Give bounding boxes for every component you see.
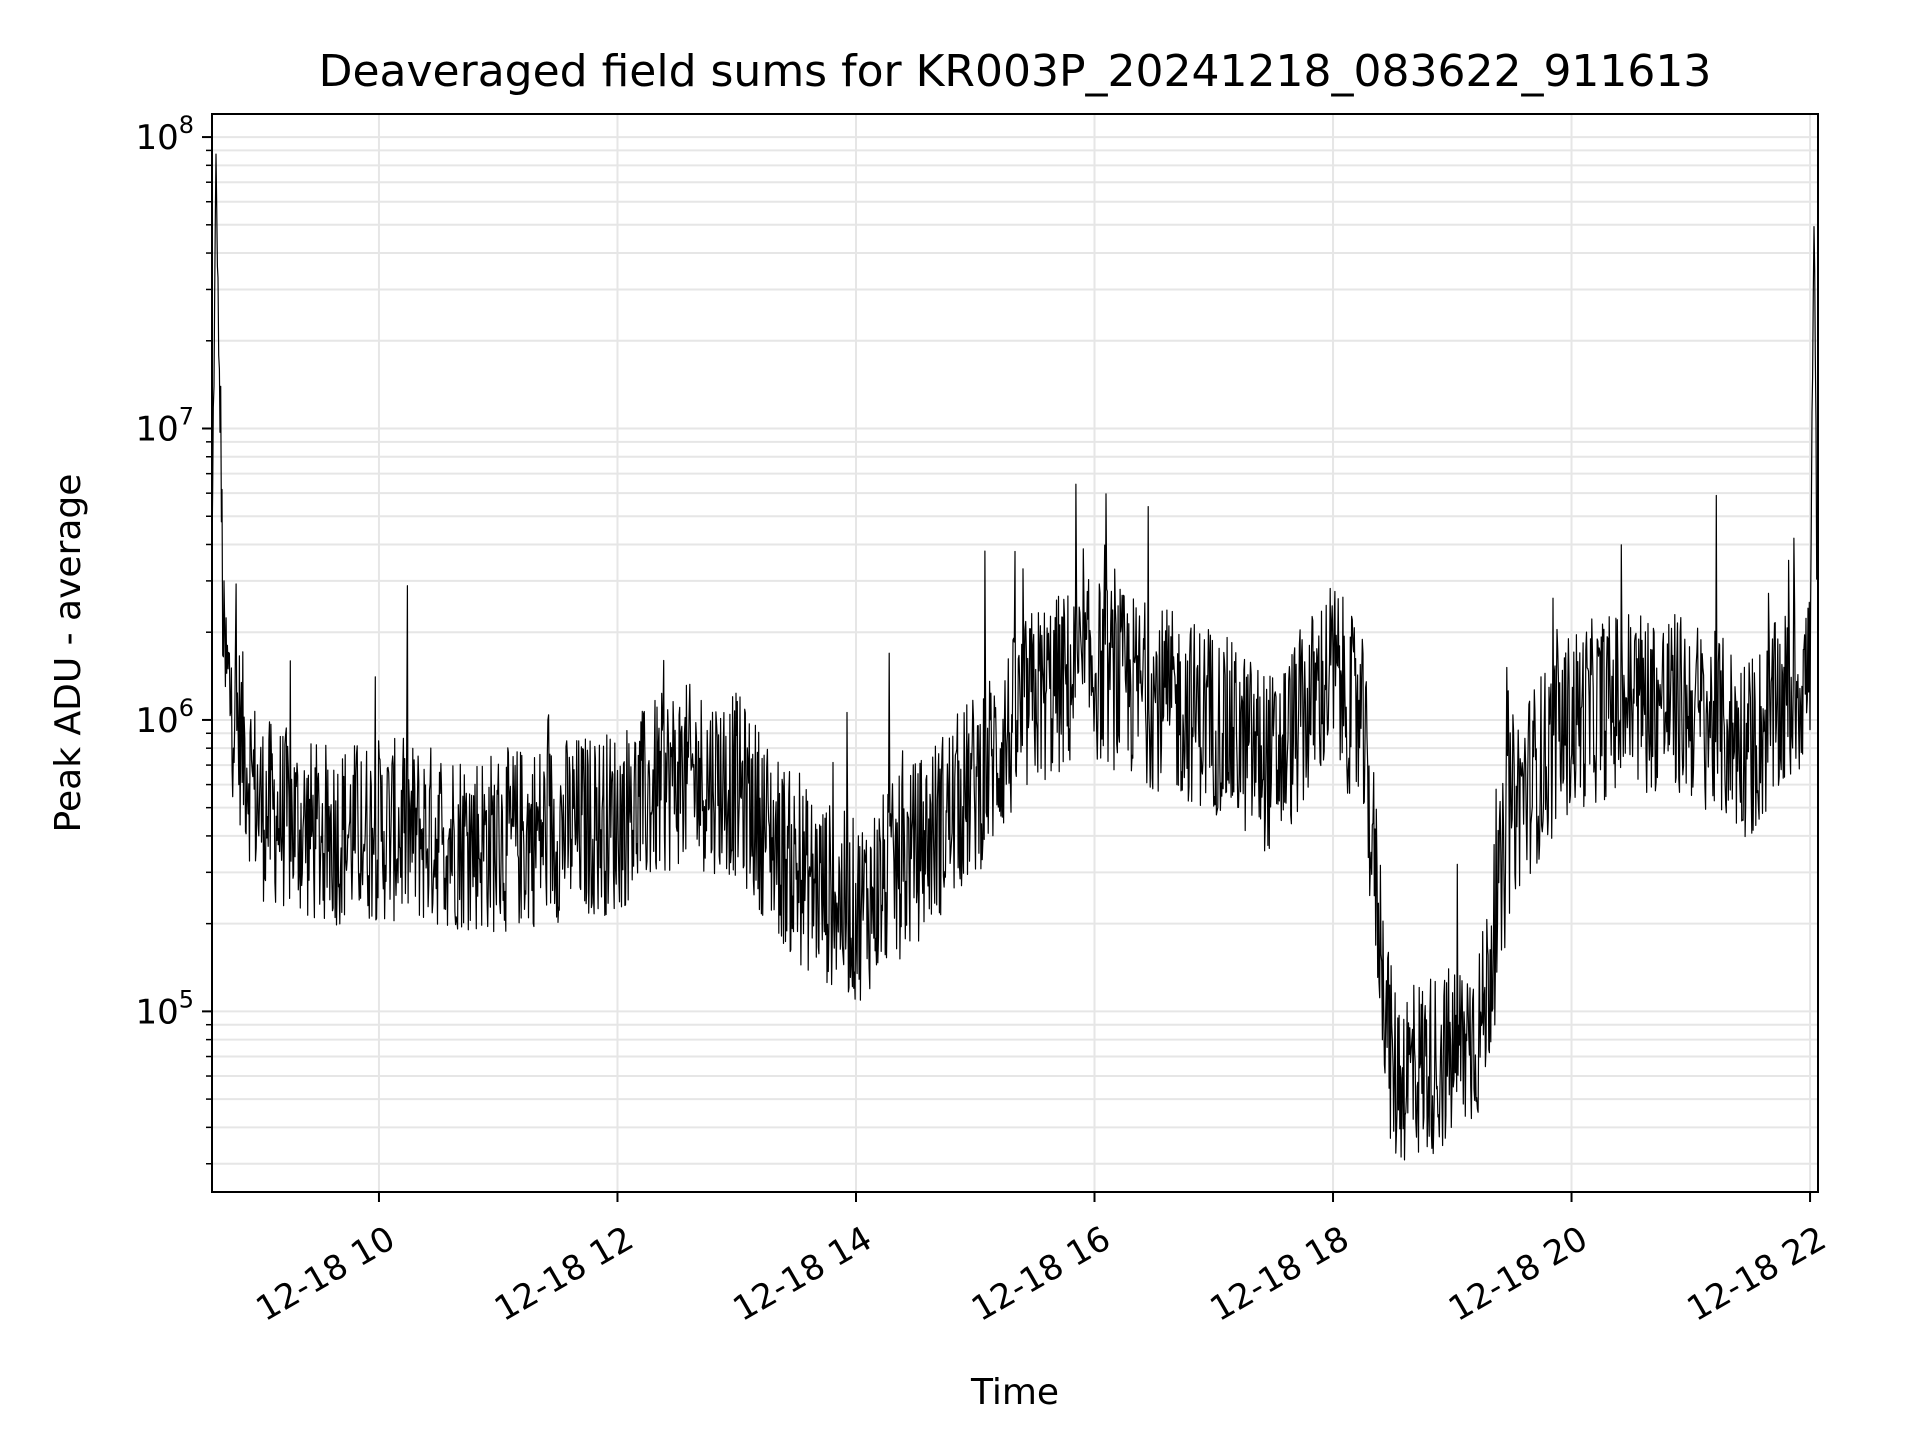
- y-tick-label: 105: [135, 985, 194, 1032]
- y-axis-ticks: 105 106 107 108: [135, 111, 212, 1165]
- y-tick-label: 107: [135, 403, 194, 450]
- y-tick-label: 108: [135, 111, 194, 158]
- series-line: [211, 153, 1819, 1161]
- x-axis-label: Time: [970, 1372, 1059, 1413]
- plot-frame: [211, 113, 1819, 1193]
- series-layer: [211, 153, 1819, 1161]
- y-axis-label: Peak ADU - average: [48, 474, 89, 833]
- chart-title: Deaveraged field sums for KR003P_2024121…: [319, 46, 1712, 97]
- y-tick-label: 106: [135, 694, 194, 741]
